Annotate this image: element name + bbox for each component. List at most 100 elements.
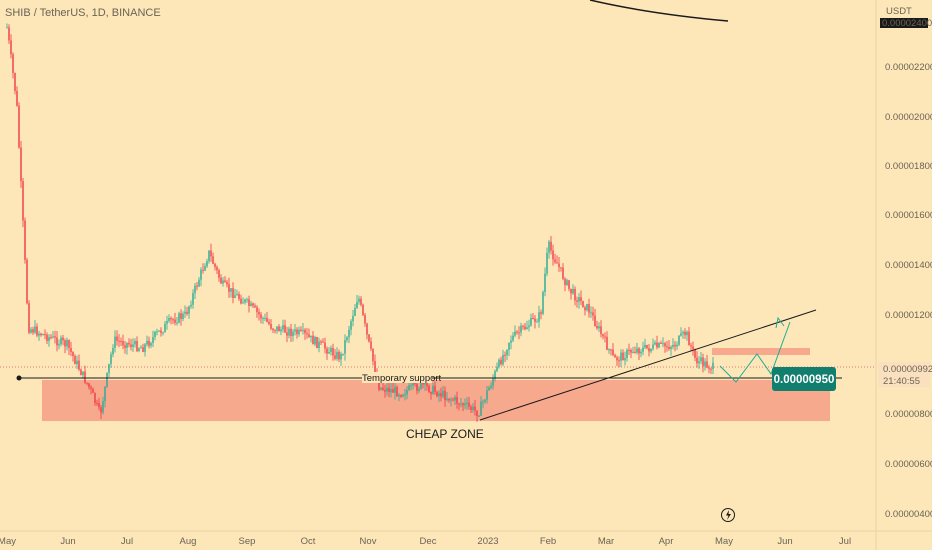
- candle-body: [596, 326, 598, 329]
- candle-body: [86, 382, 88, 384]
- candle-body: [254, 305, 256, 308]
- candle-body: [366, 323, 368, 335]
- time-axis-label: Apr: [659, 536, 674, 547]
- support-label: Temporary support: [362, 373, 442, 384]
- candle-body: [330, 347, 332, 353]
- candle-body: [642, 347, 644, 352]
- candle-body: [156, 331, 158, 333]
- candle-body: [138, 348, 140, 351]
- candle-body: [186, 311, 188, 314]
- candle-body: [164, 323, 166, 333]
- candle-body: [52, 336, 54, 338]
- candle-body: [192, 293, 194, 305]
- candle-body: [98, 403, 100, 408]
- candle-body: [662, 343, 664, 345]
- candle-body: [100, 407, 102, 413]
- candle-body: [370, 341, 372, 349]
- candle-body: [360, 298, 362, 305]
- candle-body: [110, 354, 112, 364]
- projection-path[interactable]: [719, 321, 791, 383]
- candle-body: [508, 342, 510, 350]
- candle-body: [322, 341, 324, 343]
- price-axis-label: 0.00001800: [885, 161, 932, 172]
- candle-body: [126, 342, 128, 348]
- candle-body: [38, 333, 40, 336]
- candle-body: [44, 334, 46, 336]
- trendline[interactable]: [479, 309, 817, 421]
- candle-body: [240, 298, 242, 304]
- candle-body: [680, 333, 682, 336]
- candle-body: [158, 330, 160, 332]
- candle-body: [582, 301, 584, 308]
- candle-body: [190, 304, 192, 307]
- candle-body: [62, 337, 64, 341]
- candle-body: [42, 334, 44, 336]
- candle-body: [182, 313, 184, 319]
- candle-body: [40, 333, 42, 336]
- candle-body: [552, 250, 554, 260]
- candle-body: [212, 256, 214, 264]
- candle-body: [534, 318, 536, 322]
- time-axis-labels: May Jun Jul Aug Sep Oct Nov Dec 2023 Feb Mar Apr May…: [0, 536, 851, 547]
- candle-body: [598, 326, 600, 329]
- candle-body: [300, 329, 302, 331]
- time-axis-label: Jun: [60, 536, 75, 547]
- candle-body: [430, 391, 432, 394]
- candle-body: [18, 105, 20, 148]
- candle-body: [102, 401, 104, 413]
- candle-body: [282, 325, 284, 330]
- candle-body: [692, 346, 694, 350]
- time-axis-label: Feb: [540, 536, 556, 547]
- candle-body: [180, 313, 182, 319]
- candle-body: [116, 336, 118, 341]
- candle-body: [384, 389, 386, 392]
- candle-body: [58, 343, 60, 346]
- candle-body: [284, 325, 286, 333]
- candle-body: [492, 378, 494, 386]
- candle-body: [538, 312, 540, 322]
- price-axis-label: 0.00000600: [885, 459, 932, 470]
- candle-body: [274, 329, 276, 331]
- candle-body: [638, 348, 640, 354]
- candle-body: [128, 342, 130, 345]
- candle-body: [410, 385, 412, 387]
- candle-body: [80, 369, 82, 376]
- candle-body: [460, 403, 462, 405]
- candle-body: [210, 250, 212, 257]
- candle-body: [660, 342, 662, 344]
- candle-body: [290, 328, 292, 336]
- candle-body: [54, 336, 56, 338]
- candle-body: [238, 294, 240, 299]
- candle-body: [202, 269, 204, 271]
- candle-body: [380, 387, 382, 390]
- candle-body: [498, 359, 500, 367]
- candle-body: [234, 295, 236, 298]
- support-label-bg: [362, 372, 432, 383]
- candle-body: [484, 399, 486, 402]
- candle-body: [580, 297, 582, 302]
- candle-body: [170, 318, 172, 320]
- candle-body: [708, 367, 710, 369]
- candle-body: [608, 349, 610, 351]
- support-line-handle[interactable]: [16, 375, 22, 381]
- projection-arrowhead: [775, 316, 785, 329]
- time-axis-label: Dec: [420, 536, 437, 547]
- time-axis-label: Mar: [598, 536, 614, 547]
- candle-body: [382, 387, 384, 390]
- candle-body: [214, 263, 216, 268]
- candle-body: [500, 359, 502, 365]
- candle-body: [288, 328, 290, 336]
- time-axis-label: May: [715, 536, 733, 547]
- candle-body: [172, 319, 174, 321]
- candle-body: [48, 337, 50, 341]
- candle-body: [176, 322, 178, 324]
- candle-body: [68, 340, 70, 349]
- candle-body: [632, 351, 634, 353]
- candle-body: [188, 306, 190, 314]
- candle-body: [346, 337, 348, 341]
- candle-body: [368, 334, 370, 342]
- candle-body: [704, 361, 706, 367]
- candle-body: [160, 330, 162, 333]
